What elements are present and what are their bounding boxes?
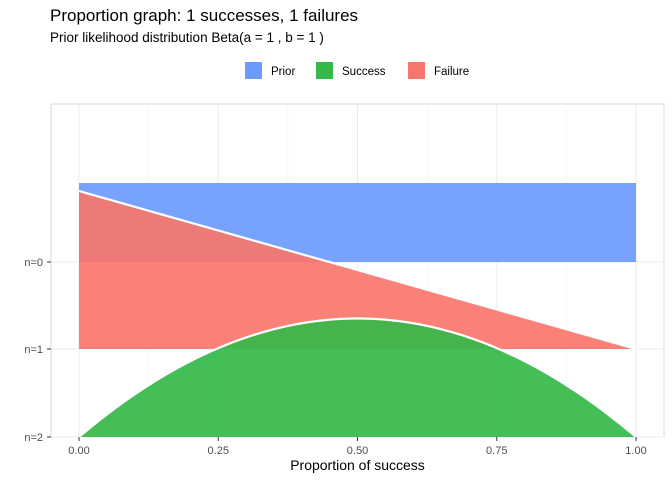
curve-failure [78, 189, 637, 351]
curve-success [78, 317, 637, 438]
legend-label-failure: Failure [434, 66, 469, 78]
legend-key-prior [245, 62, 262, 79]
area-success [79, 318, 636, 437]
legend: Prior Success Failure [245, 62, 469, 79]
x-tick-label: 0.00 [68, 445, 89, 457]
chart-title: Proportion graph: 1 successes, 1 failure… [50, 6, 358, 25]
y-axis-ticks: n=0 n=1 n=2 [24, 257, 51, 444]
y-tick-label: n=0 [24, 257, 43, 269]
x-tick-label: 0.50 [347, 445, 368, 457]
x-tick-label: 1.00 [625, 445, 646, 457]
x-axis-title: Proportion of success [290, 457, 425, 473]
y-tick-label: n=2 [24, 432, 43, 444]
legend-key-failure [408, 62, 425, 79]
x-tick-label: 0.75 [486, 445, 507, 457]
x-tick-label: 0.25 [208, 445, 229, 457]
x-axis-ticks: 0.00 0.25 0.50 0.75 1.00 [68, 437, 647, 457]
legend-label-success: Success [342, 66, 386, 78]
chart-subtitle: Prior likelihood distribution Beta(a = 1… [50, 30, 324, 45]
legend-label-prior: Prior [271, 66, 295, 78]
plot-panel [50, 103, 665, 438]
y-tick-label: n=1 [24, 344, 43, 356]
density-areas [78, 183, 637, 438]
legend-key-success [316, 62, 333, 79]
